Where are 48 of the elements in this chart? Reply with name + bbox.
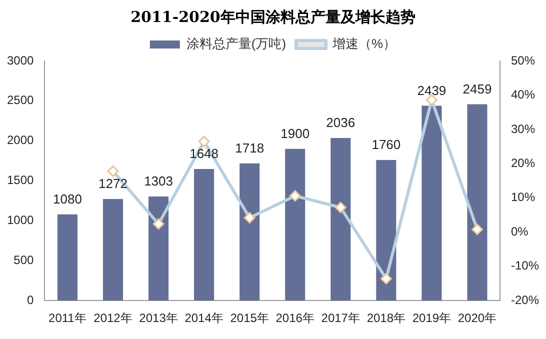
- x-tick-label: 2014年: [184, 311, 224, 326]
- y2-tick-label: -10%: [510, 258, 540, 273]
- data-label: 1080: [53, 191, 82, 206]
- y2-tick-label: 0%: [510, 224, 529, 238]
- y2-tick-label: 20%: [510, 156, 536, 170]
- bar: [57, 214, 78, 301]
- bar: [194, 168, 214, 301]
- data-label: 1900: [280, 126, 310, 141]
- x-tick-label: 2019年: [412, 311, 452, 326]
- y-tick-label: 1500: [6, 173, 34, 188]
- bar: [102, 199, 124, 301]
- y2-tick-label: 40%: [510, 88, 536, 102]
- y2-tick-label: 30%: [510, 122, 536, 136]
- x-tick-label: 2018年: [366, 311, 406, 326]
- y-tick-label: 500: [14, 252, 34, 267]
- y-tick-label: 2500: [6, 93, 34, 108]
- bar: [376, 160, 396, 301]
- x-tick-label: 2012年: [94, 311, 132, 326]
- y2-tick-label: 10%: [510, 190, 536, 204]
- data-label: 1718: [235, 140, 264, 156]
- data-label: 2036: [326, 115, 356, 130]
- y-tick-label: 0: [27, 292, 34, 307]
- x-tick-label: 2017年: [321, 311, 360, 326]
- x-tick-label: 2016年: [276, 311, 314, 326]
- bar: [422, 106, 442, 301]
- bar: [285, 148, 306, 301]
- y2-tick-label: -20%: [510, 292, 540, 307]
- x-tick-label: 2011年: [48, 311, 86, 326]
- data-label: 1648: [190, 146, 219, 162]
- data-label: 1272: [98, 176, 128, 192]
- bar: [240, 163, 260, 301]
- y-tick-label: 2000: [6, 133, 34, 148]
- y2-tick-label: 50%: [510, 53, 536, 68]
- y-tick-label: 3000: [6, 53, 34, 68]
- legend-label: 涂料总产量(万吨): [186, 36, 286, 52]
- data-label: 1760: [372, 137, 401, 152]
- x-tick-label: 2013年: [139, 311, 178, 326]
- bar: [148, 196, 169, 301]
- data-label: 1303: [144, 174, 173, 189]
- x-tick-label: 2020年: [458, 311, 497, 326]
- bar: [330, 138, 351, 301]
- data-label: 2459: [462, 81, 492, 96]
- legend-label: 增速（%）: [332, 36, 396, 52]
- chart-title: 2011-2020年中国涂料总产量及增长趋势: [130, 8, 416, 28]
- x-tick-label: 2015年: [230, 311, 269, 326]
- y-tick-label: 1000: [6, 213, 34, 228]
- bar: [467, 104, 488, 301]
- data-label: 2439: [417, 82, 446, 98]
